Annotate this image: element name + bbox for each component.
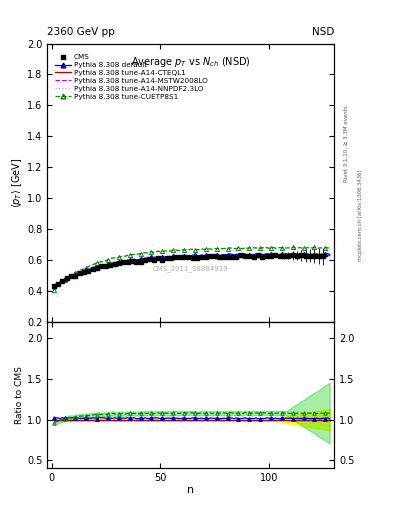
Y-axis label: $\langle p_T\rangle$ [GeV]: $\langle p_T\rangle$ [GeV] — [10, 158, 24, 208]
X-axis label: n: n — [187, 485, 194, 495]
Text: NSD: NSD — [312, 27, 334, 37]
Text: Average $p_T$ vs $N_{ch}$ (NSD): Average $p_T$ vs $N_{ch}$ (NSD) — [130, 55, 251, 69]
Legend: CMS, Pythia 8.308 default, Pythia 8.308 tune-A14-CTEQL1, Pythia 8.308 tune-A14-M: CMS, Pythia 8.308 default, Pythia 8.308 … — [53, 53, 209, 101]
Text: Rivet 3.1.10, ≥ 3.3M events: Rivet 3.1.10, ≥ 3.3M events — [344, 105, 349, 182]
Text: 2360 GeV pp: 2360 GeV pp — [47, 27, 115, 37]
Text: mcplots.cern.ch [arXiv:1306.3436]: mcplots.cern.ch [arXiv:1306.3436] — [358, 169, 363, 261]
Text: CMS_2011_S8884919: CMS_2011_S8884919 — [153, 265, 228, 272]
Y-axis label: Ratio to CMS: Ratio to CMS — [15, 366, 24, 424]
